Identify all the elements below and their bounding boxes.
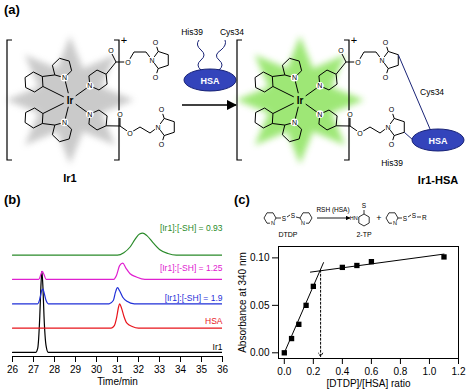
- svg-text:R: R: [422, 214, 427, 221]
- svg-text:2-TP: 2-TP: [356, 231, 372, 238]
- svg-text:Ir1-HSA: Ir1-HSA: [418, 174, 458, 186]
- svg-text:+: +: [121, 34, 127, 46]
- svg-text:N: N: [317, 82, 322, 89]
- svg-text:O: O: [127, 130, 133, 137]
- svg-text:0.6: 0.6: [364, 366, 378, 377]
- svg-text:[Ir1]:[-SH] = 0.93: [Ir1]:[-SH] = 0.93: [160, 223, 223, 233]
- svg-text:O: O: [383, 74, 389, 81]
- svg-text:28: 28: [49, 364, 61, 375]
- svg-text:S: S: [291, 212, 296, 219]
- svg-text:O: O: [125, 59, 131, 66]
- svg-text:O: O: [159, 106, 165, 113]
- svg-text:O: O: [117, 111, 123, 118]
- svg-text:O: O: [389, 106, 395, 113]
- svg-text:+: +: [376, 213, 381, 223]
- svg-text:Absorbance at 340 nm: Absorbance at 340 nm: [237, 252, 248, 353]
- svg-text:N: N: [301, 220, 305, 226]
- svg-text:Ir: Ir: [67, 95, 74, 106]
- svg-text:0.10: 0.10: [250, 252, 270, 263]
- svg-text:RSH (HSA): RSH (HSA): [316, 206, 349, 214]
- svg-text:His39: His39: [181, 27, 203, 37]
- svg-text:N: N: [155, 124, 160, 131]
- svg-text:HSA: HSA: [428, 136, 448, 146]
- svg-text:O: O: [153, 74, 159, 81]
- svg-text:N: N: [62, 74, 67, 81]
- svg-text:N: N: [317, 111, 322, 118]
- svg-text:36: 36: [217, 364, 229, 375]
- svg-text:Time/min: Time/min: [97, 376, 138, 387]
- svg-text:DTDP: DTDP: [278, 231, 297, 238]
- svg-text:O: O: [355, 59, 361, 66]
- svg-text:30: 30: [91, 364, 103, 375]
- svg-text:N: N: [87, 82, 92, 89]
- svg-text:1.0: 1.0: [423, 366, 437, 377]
- svg-text:N: N: [87, 111, 92, 118]
- svg-text:Ir1: Ir1: [63, 172, 76, 184]
- svg-text:His39: His39: [381, 158, 403, 168]
- svg-text:HSA: HSA: [200, 76, 220, 86]
- svg-text:N: N: [379, 57, 384, 64]
- svg-text:O: O: [383, 39, 389, 46]
- svg-text:33: 33: [154, 364, 166, 375]
- svg-text:HN: HN: [350, 215, 358, 221]
- svg-text:1.2: 1.2: [452, 366, 466, 377]
- svg-text:Ir: Ir: [297, 95, 304, 106]
- svg-text:(c): (c): [234, 192, 250, 207]
- svg-text:O: O: [347, 111, 353, 118]
- svg-text:+: +: [351, 34, 357, 46]
- svg-text:0.8: 0.8: [393, 366, 407, 377]
- html-text:(b): (b): [4, 192, 21, 207]
- svg-text:N: N: [149, 57, 154, 64]
- svg-text:S: S: [412, 212, 417, 219]
- svg-text:O: O: [389, 141, 395, 148]
- svg-text:[Ir1]:[-SH] = 1.9: [Ir1]:[-SH] = 1.9: [165, 293, 223, 303]
- svg-text:O: O: [159, 141, 165, 148]
- svg-text:0.0: 0.0: [277, 366, 291, 377]
- svg-text:O: O: [357, 130, 363, 137]
- svg-text:O: O: [338, 47, 344, 54]
- svg-text:N: N: [62, 119, 67, 126]
- svg-text:35: 35: [196, 364, 208, 375]
- svg-text:26: 26: [7, 364, 19, 375]
- svg-text:Cys34: Cys34: [220, 27, 244, 37]
- svg-text:O: O: [108, 47, 114, 54]
- svg-text:31: 31: [112, 364, 124, 375]
- svg-text:S: S: [362, 202, 367, 209]
- svg-text:0.00: 0.00: [250, 347, 270, 358]
- svg-text:Ir1: Ir1: [213, 342, 223, 352]
- svg-text:N: N: [292, 119, 297, 126]
- svg-text:N: N: [292, 74, 297, 81]
- svg-text:S: S: [282, 215, 287, 222]
- svg-text:29: 29: [70, 364, 82, 375]
- svg-text:[Ir1]:[-SH] = 1.25: [Ir1]:[-SH] = 1.25: [160, 263, 223, 273]
- svg-text:27: 27: [28, 364, 40, 375]
- svg-text:N: N: [385, 124, 390, 131]
- svg-text:0.4: 0.4: [335, 366, 349, 377]
- svg-text:0.05: 0.05: [250, 300, 270, 311]
- svg-text:Cys34: Cys34: [420, 87, 444, 97]
- svg-text:32: 32: [133, 364, 145, 375]
- svg-text:HSA: HSA: [205, 316, 223, 326]
- svg-text:S: S: [403, 215, 408, 222]
- svg-text:N: N: [393, 220, 397, 226]
- svg-text:[DTDP]/[HSA] ratio: [DTDP]/[HSA] ratio: [327, 378, 411, 389]
- svg-text:O: O: [153, 39, 159, 46]
- svg-text:0.2: 0.2: [306, 366, 320, 377]
- svg-text:(a): (a): [4, 2, 20, 17]
- svg-text:34: 34: [175, 364, 187, 375]
- svg-text:N: N: [271, 220, 275, 226]
